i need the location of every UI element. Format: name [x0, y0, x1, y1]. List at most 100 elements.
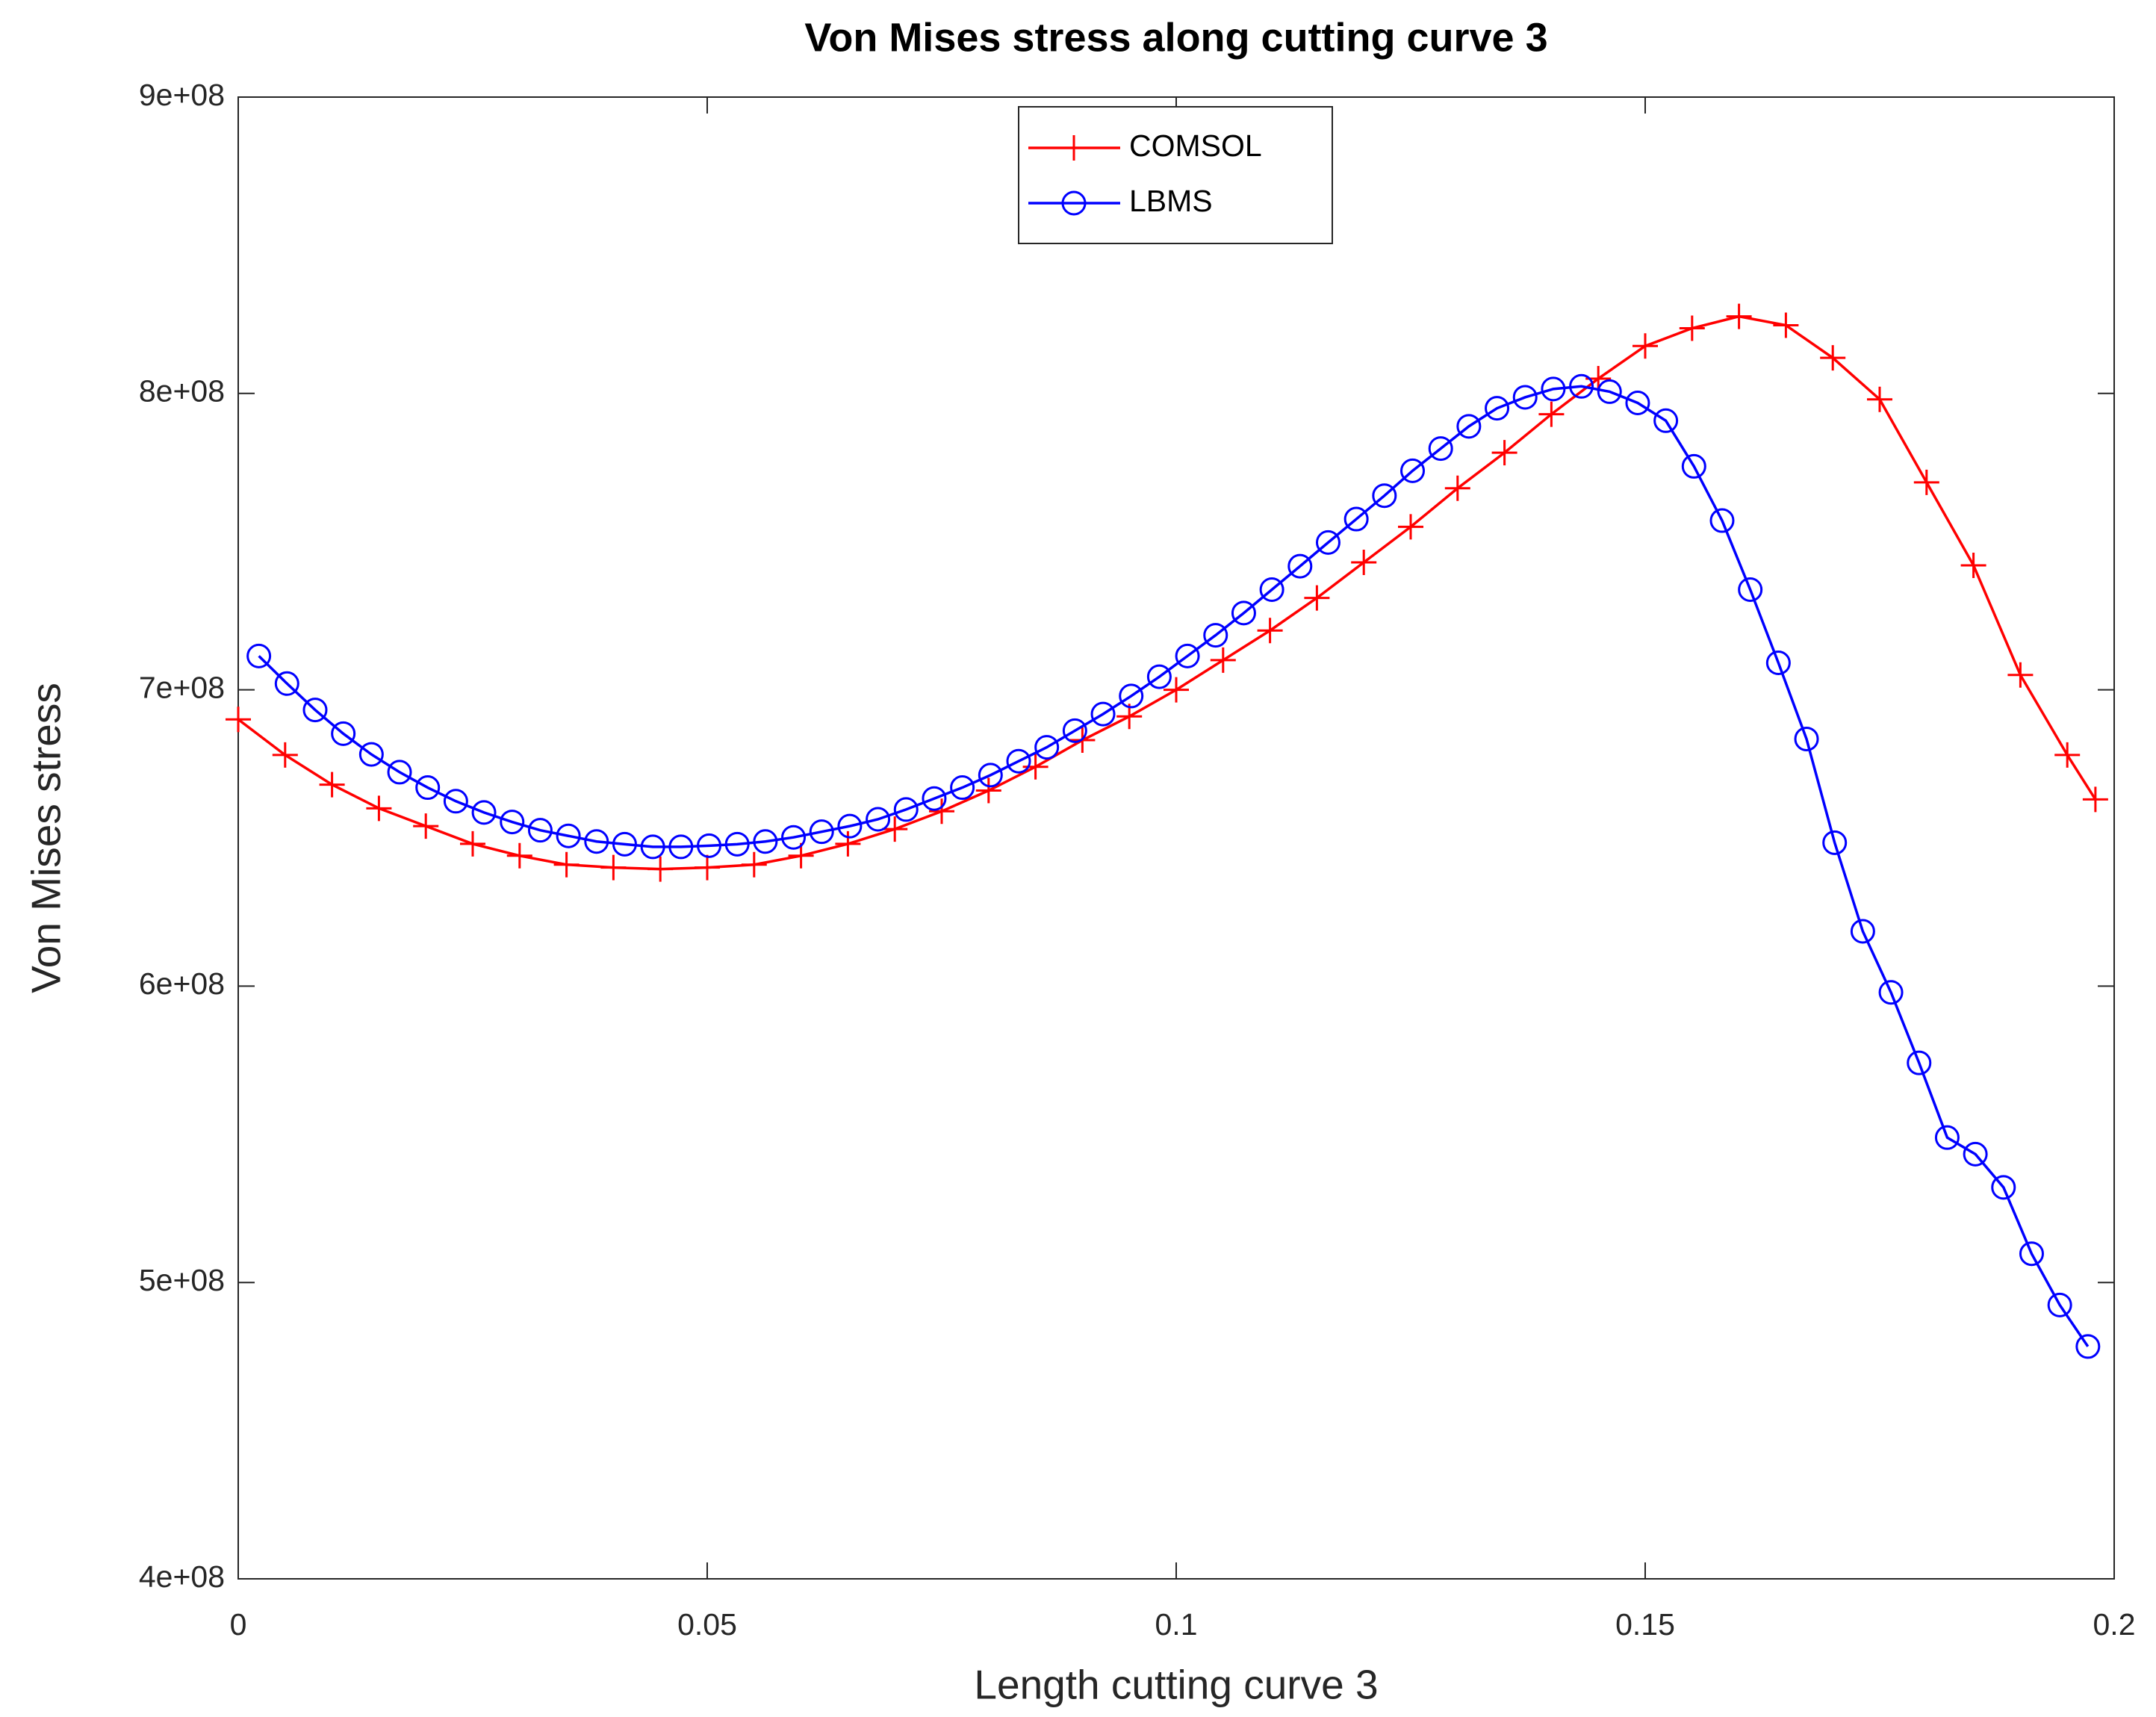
marker — [1653, 408, 1679, 433]
marker — [1632, 333, 1658, 359]
marker — [1034, 735, 1060, 760]
marker — [697, 833, 722, 858]
marker — [1259, 577, 1284, 602]
marker — [922, 786, 947, 811]
marker — [1726, 303, 1752, 329]
marker — [1119, 683, 1144, 709]
marker — [781, 825, 807, 850]
marker — [1351, 549, 1377, 575]
y-tick-label: 9e+08 — [139, 78, 225, 112]
marker — [1287, 553, 1313, 579]
marker — [978, 763, 1003, 788]
marker — [600, 854, 627, 881]
x-tick-label: 0.1 — [1155, 1607, 1198, 1642]
y-tick-label: 7e+08 — [139, 670, 225, 704]
marker — [1960, 552, 1986, 578]
marker — [460, 830, 485, 857]
x-tick-label: 0.05 — [677, 1607, 737, 1642]
marker — [471, 800, 497, 825]
marker — [302, 698, 328, 723]
marker — [1175, 643, 1200, 668]
marker — [387, 760, 412, 785]
marker — [2054, 742, 2081, 768]
marker — [1850, 919, 1875, 944]
marker — [272, 742, 298, 768]
marker — [788, 842, 814, 869]
marker — [1061, 190, 1087, 216]
marker — [500, 810, 525, 835]
marker — [1773, 312, 1799, 338]
marker — [893, 797, 919, 822]
marker — [753, 829, 778, 854]
marker — [809, 819, 834, 845]
marker — [443, 789, 468, 814]
series-line — [258, 385, 2090, 1347]
legend-label: COMSOL — [1129, 128, 1262, 163]
marker — [1765, 650, 1791, 675]
marker — [415, 775, 441, 801]
marker — [1820, 345, 1846, 371]
marker — [1062, 718, 1087, 743]
x-tick-label: 0 — [230, 1607, 247, 1642]
marker — [1512, 385, 1538, 410]
marker — [1538, 401, 1565, 427]
marker — [1456, 414, 1482, 439]
marker — [1913, 469, 1939, 495]
marker — [1907, 1050, 1932, 1075]
y-tick-label: 8e+08 — [139, 374, 225, 409]
marker — [1934, 1125, 1960, 1150]
marker — [1541, 376, 1566, 402]
marker — [584, 829, 609, 854]
marker — [1164, 677, 1189, 703]
marker — [1491, 440, 1517, 466]
marker — [2082, 786, 2108, 813]
marker — [1400, 458, 1426, 483]
y-tick-label: 4e+08 — [139, 1559, 225, 1594]
marker — [527, 818, 553, 843]
y-tick-label: 5e+08 — [139, 1263, 225, 1297]
marker — [1257, 618, 1283, 644]
marker — [612, 831, 637, 857]
marker — [882, 816, 908, 842]
marker — [1304, 585, 1330, 611]
marker — [331, 721, 356, 746]
marker — [668, 834, 694, 860]
marker — [1625, 390, 1650, 415]
marker — [724, 831, 750, 857]
plot-frame — [237, 96, 2115, 1580]
marker — [1709, 508, 1735, 533]
marker — [1444, 475, 1470, 501]
marker — [1231, 600, 1256, 626]
y-axis-label: Von Mises stress — [23, 683, 69, 993]
marker — [647, 856, 674, 882]
marker — [1398, 514, 1423, 540]
marker — [246, 643, 272, 668]
legend-box — [1018, 106, 1333, 244]
marker — [358, 742, 384, 767]
marker — [1210, 647, 1236, 673]
marker — [1485, 396, 1510, 421]
marker — [929, 798, 954, 825]
marker — [413, 813, 439, 839]
marker — [506, 842, 532, 869]
marker — [553, 851, 580, 878]
marker — [226, 707, 251, 733]
marker — [1061, 135, 1087, 161]
marker — [366, 795, 392, 822]
marker — [1343, 506, 1369, 532]
marker — [1738, 577, 1763, 602]
marker — [1822, 830, 1848, 855]
marker — [1963, 1141, 1988, 1167]
x-tick-label: 0.2 — [2093, 1607, 2136, 1642]
marker — [1428, 436, 1453, 462]
marker — [319, 771, 345, 798]
y-tick-label: 6e+08 — [139, 966, 225, 1001]
marker — [1681, 453, 1706, 479]
marker — [1991, 1175, 2016, 1200]
marker — [695, 854, 720, 881]
marker — [975, 777, 1001, 804]
marker — [640, 834, 665, 860]
